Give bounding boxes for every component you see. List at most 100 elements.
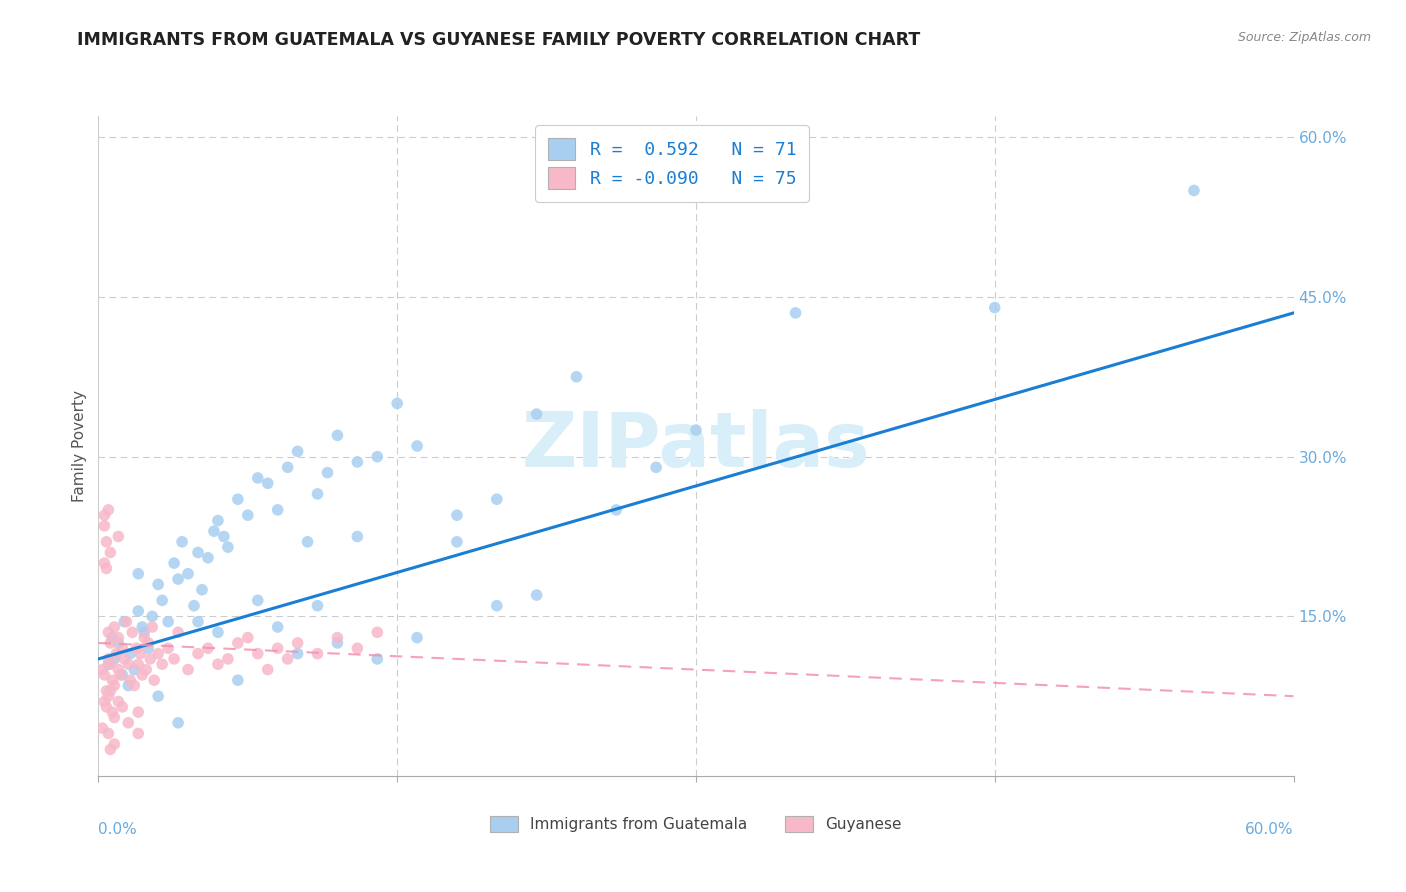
Point: [150, 593, 173, 607]
Point: [246, 471, 269, 485]
Point: [111, 641, 134, 656]
Point: [326, 636, 349, 650]
Point: [141, 620, 163, 634]
Point: [605, 503, 627, 517]
Point: [107, 529, 129, 543]
Point: [141, 609, 163, 624]
Point: [96, 534, 118, 549]
Point: [124, 679, 146, 693]
Text: IMMIGRANTS FROM GUATEMALA VS GUYANESE FAMILY POVERTY CORRELATION CHART: IMMIGRANTS FROM GUATEMALA VS GUYANESE FA…: [77, 31, 921, 49]
Point: [131, 620, 153, 634]
Point: [277, 460, 299, 475]
Point: [97, 689, 120, 703]
Point: [183, 599, 205, 613]
Point: [346, 455, 368, 469]
Point: [101, 631, 124, 645]
Point: [103, 737, 125, 751]
Point: [117, 679, 139, 693]
Point: [117, 715, 139, 730]
Point: [134, 625, 156, 640]
Point: [287, 647, 309, 661]
Point: [163, 652, 186, 666]
Point: [93, 694, 115, 708]
Point: [167, 572, 190, 586]
Point: [129, 647, 152, 661]
Point: [120, 673, 142, 688]
Point: [136, 636, 159, 650]
Point: [191, 582, 214, 597]
Point: [485, 492, 508, 507]
Point: [217, 652, 239, 666]
Point: [112, 615, 135, 629]
Point: [157, 641, 180, 656]
Point: [127, 657, 149, 672]
Point: [148, 689, 170, 703]
Point: [127, 566, 149, 581]
Point: [107, 636, 129, 650]
Point: [172, 534, 194, 549]
Point: [111, 668, 134, 682]
Point: [98, 657, 122, 672]
Point: [101, 673, 124, 688]
Point: [103, 710, 125, 724]
Point: [984, 301, 1007, 315]
Point: [139, 652, 162, 666]
Point: [125, 641, 148, 656]
Point: [98, 684, 122, 698]
Point: [131, 668, 153, 682]
Point: [93, 519, 115, 533]
Point: [127, 604, 149, 618]
Point: [167, 715, 190, 730]
Point: [112, 652, 135, 666]
Point: [121, 625, 143, 640]
Point: [406, 439, 429, 453]
Point: [107, 663, 129, 677]
Point: [134, 631, 156, 645]
Point: [96, 561, 118, 575]
Point: [91, 663, 114, 677]
Point: [685, 423, 707, 437]
Point: [485, 599, 508, 613]
Point: [207, 514, 229, 528]
Point: [226, 492, 249, 507]
Point: [307, 647, 329, 661]
Point: [143, 673, 166, 688]
Point: [124, 663, 146, 677]
Point: [307, 599, 329, 613]
Point: [101, 705, 124, 719]
Point: [366, 625, 388, 640]
Point: [97, 657, 120, 672]
Point: [148, 577, 170, 591]
Point: [96, 699, 118, 714]
Point: [307, 487, 329, 501]
Point: [167, 625, 190, 640]
Point: [103, 652, 125, 666]
Y-axis label: Family Poverty: Family Poverty: [72, 390, 87, 502]
Point: [287, 636, 309, 650]
Point: [107, 694, 129, 708]
Point: [246, 647, 269, 661]
Point: [117, 657, 139, 672]
Point: [150, 657, 173, 672]
Point: [446, 534, 468, 549]
Point: [98, 545, 122, 559]
Point: [217, 540, 239, 554]
Point: [93, 508, 115, 523]
Point: [207, 625, 229, 640]
Point: [103, 679, 125, 693]
Point: [111, 699, 134, 714]
Point: [366, 450, 388, 464]
Text: 0.0%: 0.0%: [98, 822, 138, 838]
Point: [297, 534, 319, 549]
Point: [177, 663, 200, 677]
Point: [236, 508, 259, 523]
Point: [177, 566, 200, 581]
Point: [267, 620, 290, 634]
Point: [366, 652, 388, 666]
Point: [326, 631, 349, 645]
Point: [246, 593, 269, 607]
Point: [105, 647, 128, 661]
Point: [197, 550, 219, 565]
Point: [98, 636, 122, 650]
Point: [236, 631, 259, 645]
